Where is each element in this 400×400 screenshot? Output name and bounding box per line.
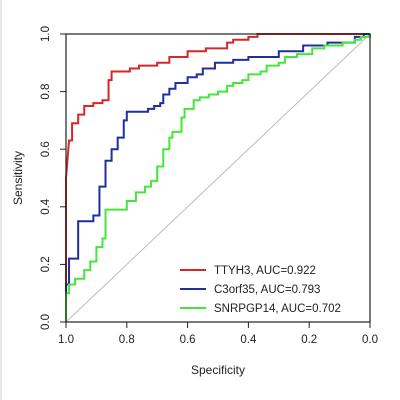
roc-series-line-3 xyxy=(65,34,371,322)
x-axis-title: Specificity xyxy=(191,363,245,377)
x-tick-label: 0.8 xyxy=(119,334,135,346)
x-tick-label: 0.0 xyxy=(362,334,378,346)
x-tick-label: 0.4 xyxy=(240,334,257,346)
y-tick-label: 0.0 xyxy=(40,314,52,330)
y-tick-label: 1.0 xyxy=(40,26,52,42)
series-layer xyxy=(65,33,371,322)
reference-diagonal-line xyxy=(65,33,371,323)
legend-label: C3orf35, AUC=0.793 xyxy=(214,284,320,296)
y-tick-label: 0.6 xyxy=(40,141,52,157)
legend-label: TTYH3, AUC=0.922 xyxy=(214,265,316,277)
y-axis-ticks: 0.0 0.2 0.4 0.6 0.8 1.0 xyxy=(40,26,66,330)
y-tick-label: 0.8 xyxy=(40,84,52,100)
x-tick-label: 0.2 xyxy=(301,334,317,346)
roc-series-line-2 xyxy=(65,33,370,322)
x-tick-label: 1.0 xyxy=(58,334,74,346)
y-tick-label: 0.4 xyxy=(40,198,52,215)
y-axis-title: Sensitivity xyxy=(11,151,25,205)
x-tick-label: 0.6 xyxy=(180,334,196,346)
left-divider xyxy=(0,0,2,400)
legend: TTYH3, AUC=0.922 C3orf35, AUC=0.793 SNRPGP… xyxy=(180,265,341,315)
plot-frame xyxy=(65,33,371,323)
legend-label: SNRPGP14, AUC=0.702 xyxy=(214,303,341,315)
y-tick-label: 0.2 xyxy=(40,256,52,272)
roc-series-line-1 xyxy=(65,33,370,322)
x-axis-ticks: 1.0 0.8 0.6 0.4 0.2 0.0 xyxy=(58,322,378,346)
